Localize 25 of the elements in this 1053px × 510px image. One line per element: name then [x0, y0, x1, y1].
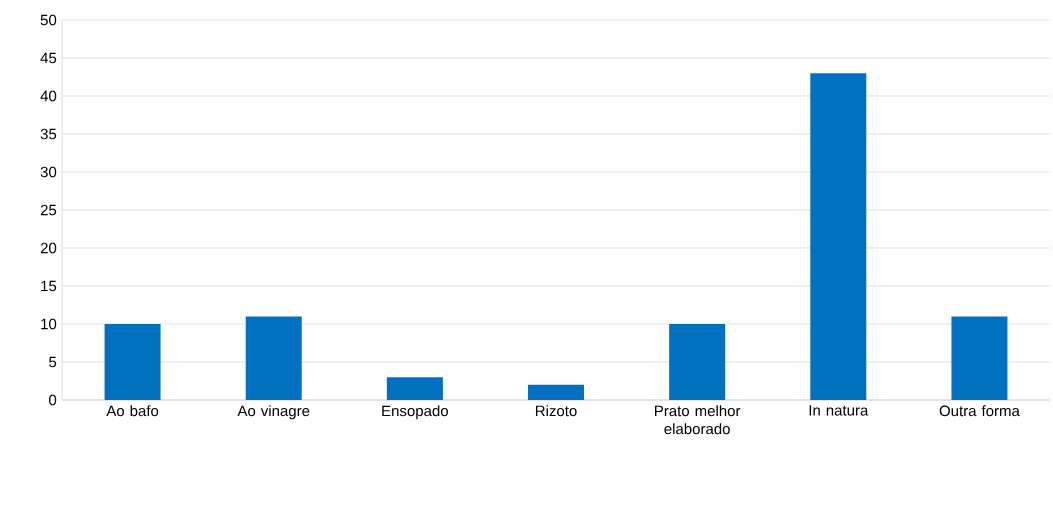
x-tick-label: Rizoto [535, 405, 577, 417]
bar [669, 324, 726, 400]
x-tick-label: In natura [809, 405, 869, 416]
y-tick-label: 35 [40, 128, 57, 140]
bar [245, 316, 302, 400]
bar [104, 324, 161, 400]
bar [386, 377, 443, 400]
y-tick-label: 20 [40, 242, 57, 254]
y-tick-label: 30 [40, 166, 57, 178]
x-tick-label: Prato melhor elaborado [655, 405, 741, 435]
x-tick-label: Ao vinagre [237, 405, 310, 420]
y-tick-label: 40 [40, 90, 57, 102]
y-tick-label: 0 [49, 394, 57, 406]
x-tick-label: Outra forma [939, 405, 1020, 417]
x-tick-label: Ao bafo [106, 405, 159, 417]
y-tick-label: 15 [41, 280, 57, 292]
x-tick-label: Ensopado [382, 405, 448, 420]
y-tick-label: 25 [40, 204, 57, 216]
y-tick-label: 5 [49, 356, 57, 368]
bar [528, 384, 585, 400]
y-tick-label: 45 [40, 52, 57, 64]
y-tick-label: 10 [41, 318, 57, 330]
bar [810, 73, 867, 400]
y-tick-label: 50 [40, 14, 57, 26]
bar [951, 316, 1008, 400]
